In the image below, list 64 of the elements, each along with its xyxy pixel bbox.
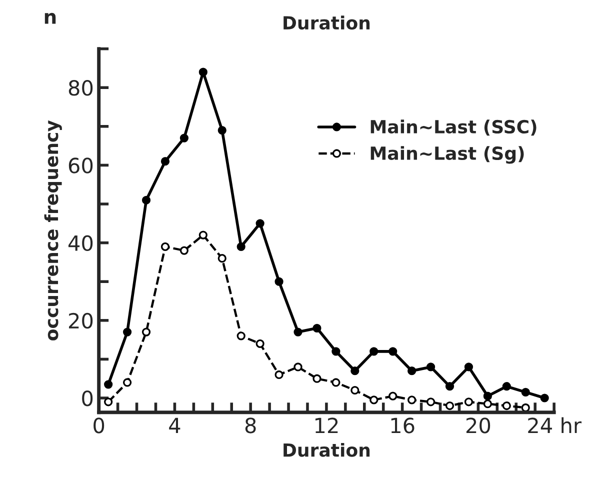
- point: [180, 134, 188, 142]
- point: [388, 347, 398, 356]
- point: [256, 219, 264, 228]
- point: [218, 126, 226, 135]
- point: [274, 370, 284, 380]
- point: [198, 230, 208, 240]
- y-tick-label: 40: [68, 235, 93, 252]
- point: [464, 398, 474, 406]
- point: [332, 347, 340, 356]
- x-tick-label: 0: [94, 418, 104, 434]
- point: [312, 374, 322, 383]
- x-tick-label: 24 hr: [528, 417, 582, 434]
- y-tick-label: 0: [82, 390, 93, 406]
- chart-title: Duration: [284, 16, 370, 30]
- x-tick-label: 4: [169, 418, 180, 434]
- x-tick-label: 16: [391, 418, 414, 434]
- point: [350, 386, 360, 395]
- point: [294, 362, 302, 372]
- y-tick-label: 20: [68, 312, 93, 329]
- point: [332, 378, 340, 387]
- point: [294, 328, 302, 336]
- point: [236, 242, 246, 251]
- point: [370, 347, 378, 356]
- x-tick-label: 12: [315, 418, 338, 434]
- point: [426, 398, 436, 406]
- point: [122, 328, 132, 336]
- point: [426, 362, 436, 372]
- point: [502, 382, 511, 391]
- point: [160, 242, 170, 251]
- point: [502, 401, 511, 410]
- point: [445, 382, 454, 391]
- legend-label: Main~Last (SSC): [370, 120, 536, 136]
- point: [483, 400, 492, 408]
- point: [142, 196, 151, 204]
- text: n: [44, 12, 56, 24]
- point: [122, 378, 132, 387]
- point: [218, 254, 226, 263]
- point: [180, 246, 188, 255]
- point: [236, 332, 246, 340]
- point: [521, 388, 530, 396]
- point: [408, 396, 416, 404]
- point: [104, 380, 113, 389]
- point: [370, 396, 378, 404]
- point: [312, 324, 322, 332]
- point: [142, 328, 151, 336]
- point: [540, 394, 549, 402]
- point: [256, 339, 264, 348]
- point: [388, 392, 398, 400]
- point: [445, 401, 454, 410]
- point: [350, 366, 360, 376]
- point: [160, 157, 170, 166]
- y-tick-label: 60: [68, 158, 93, 174]
- legend-label: Main~Last (Sg): [370, 146, 524, 164]
- point: [408, 366, 416, 376]
- point: [274, 277, 284, 286]
- point: [198, 68, 208, 76]
- point: [464, 362, 474, 372]
- y-axis-title: occurrence frequency: [44, 120, 62, 340]
- point: [104, 398, 113, 406]
- x-tick-label: 8: [245, 418, 256, 434]
- x-tick-label: 20: [466, 418, 490, 434]
- y-tick-label: 80: [68, 80, 93, 96]
- x-axis-title: Duration: [284, 442, 370, 457]
- point: [483, 392, 492, 400]
